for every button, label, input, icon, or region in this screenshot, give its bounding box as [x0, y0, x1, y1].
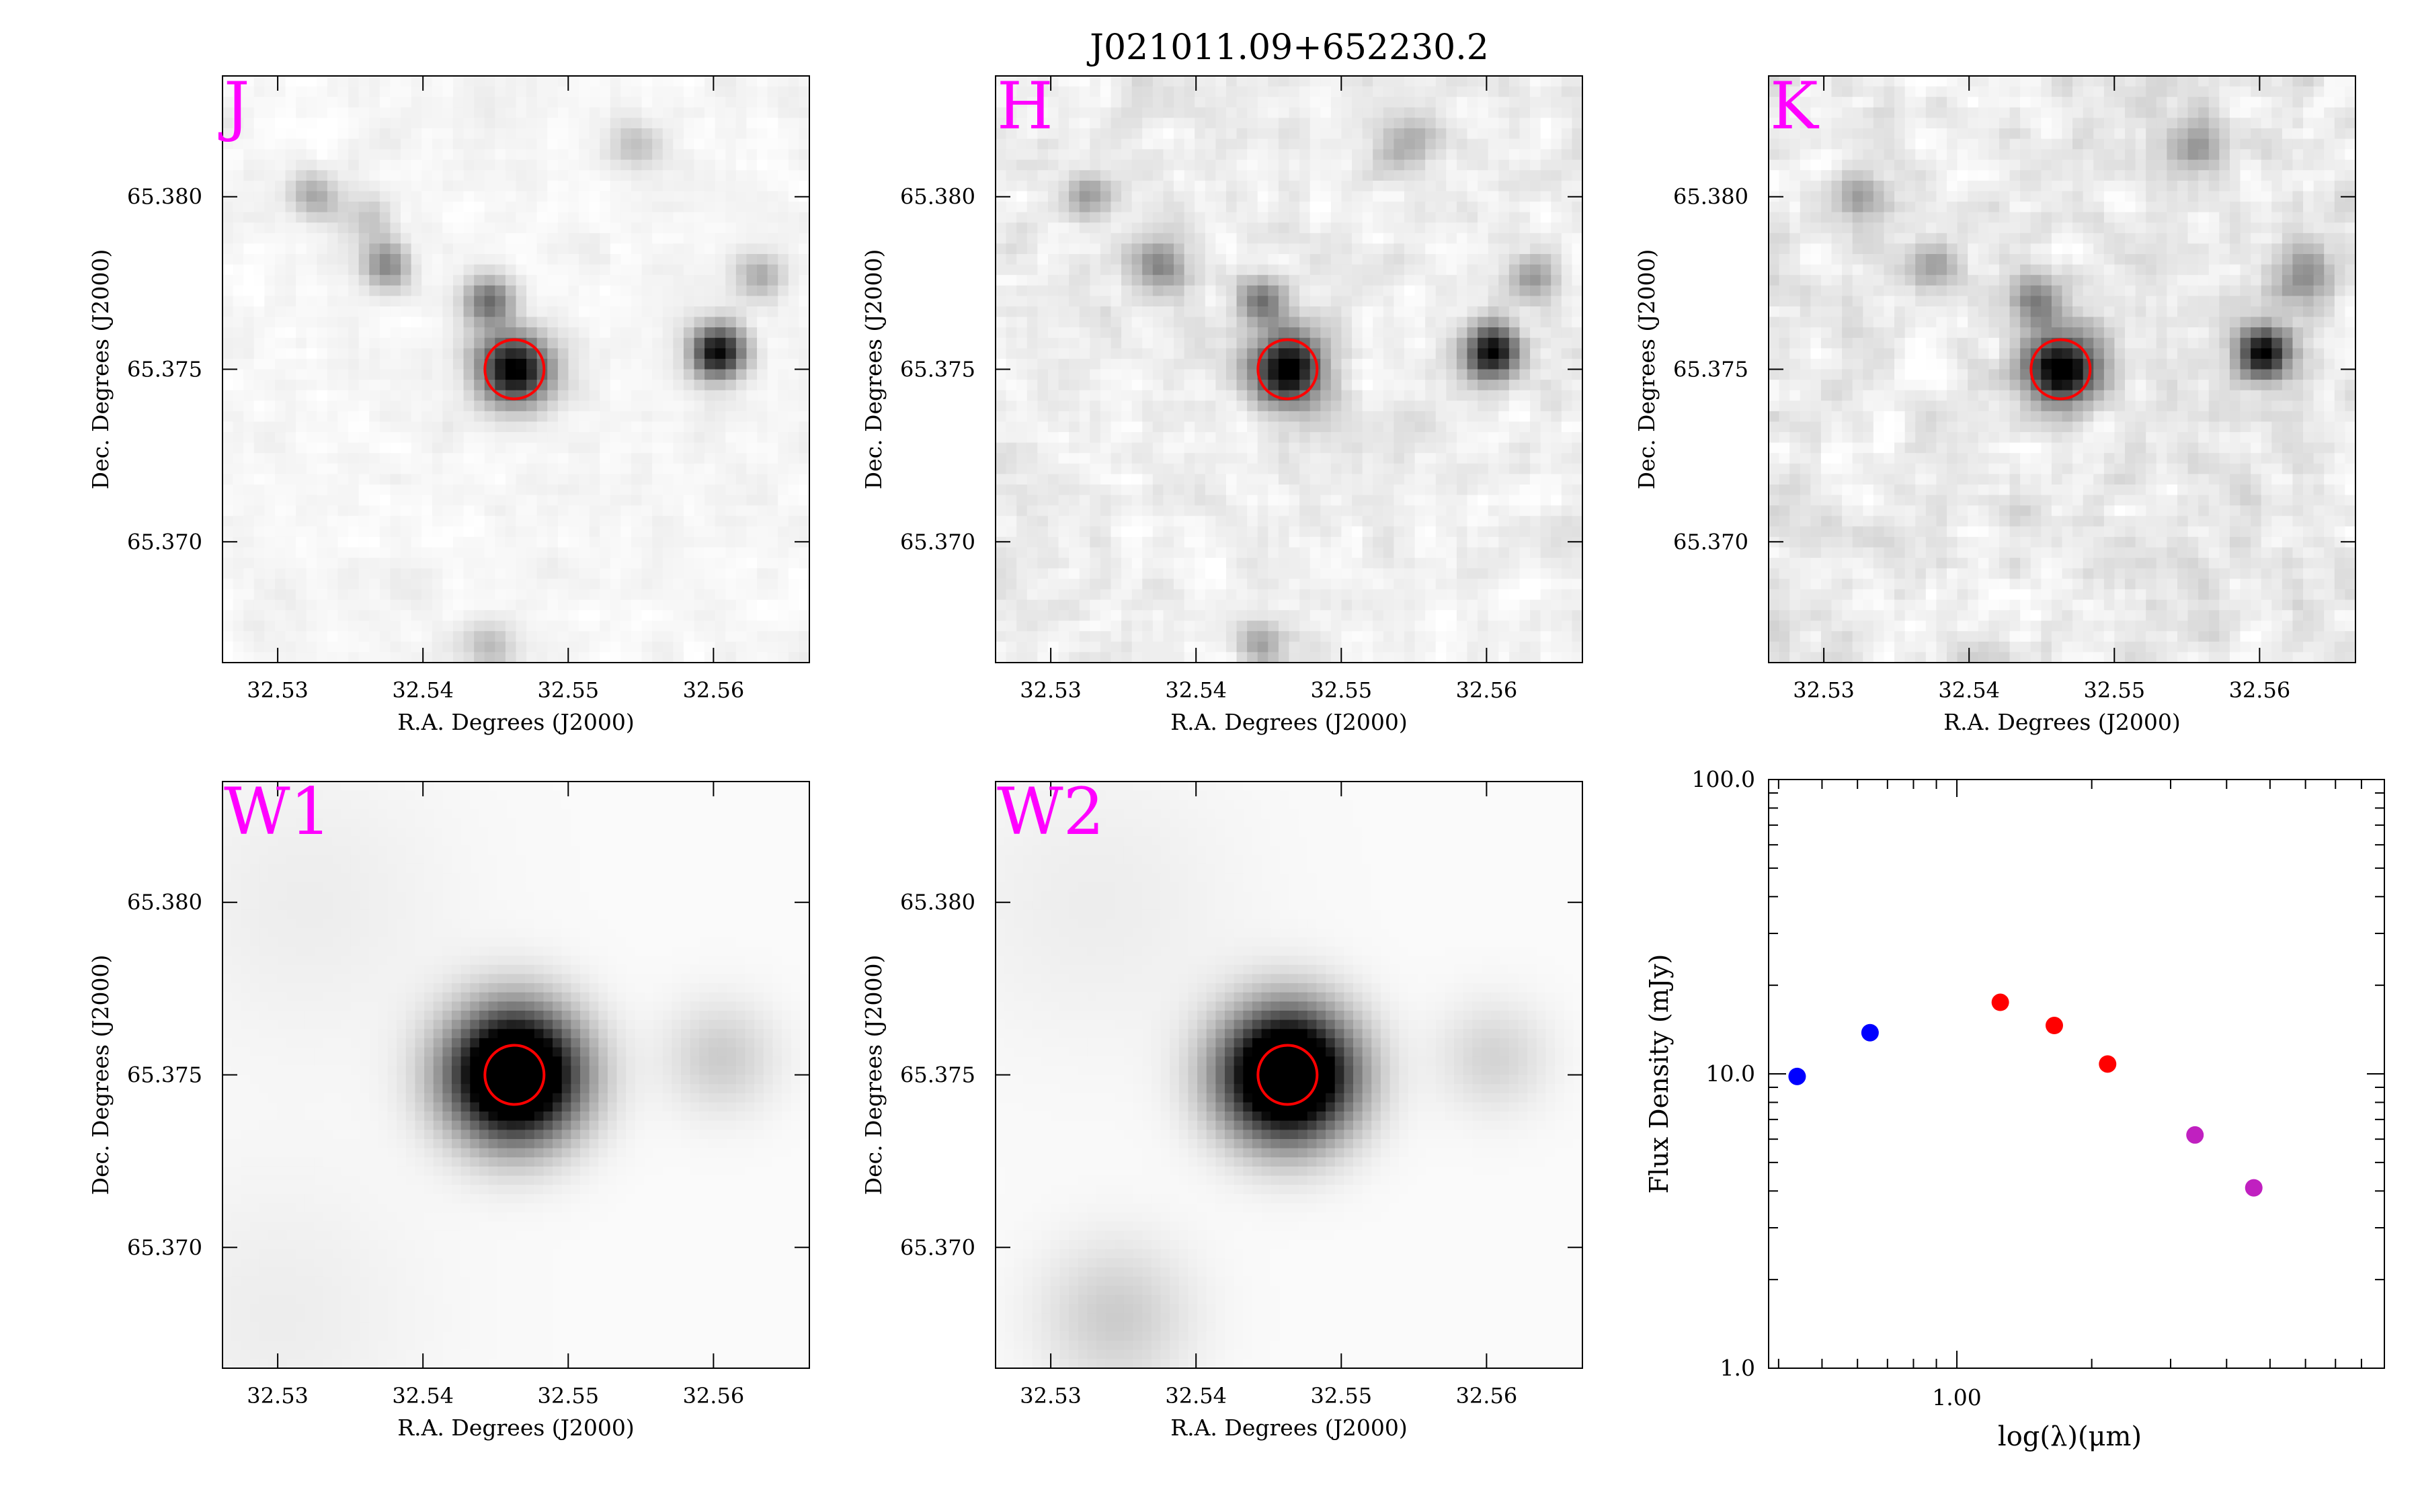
x-tick-label: 32.56: [1456, 677, 1518, 703]
data-point: [2186, 1126, 2204, 1144]
band-label: K: [1770, 69, 1820, 144]
x-tick-label: 32.55: [2083, 677, 2145, 703]
y-tick-label: 65.370: [900, 1234, 975, 1260]
band-label: W1: [224, 774, 331, 849]
y-tick-label: 65.380: [127, 184, 202, 210]
x-axis-label: R.A. Degrees (J2000): [397, 1415, 634, 1441]
sed-series-1: [1992, 994, 2117, 1073]
y-tick-label: 65.375: [900, 357, 975, 382]
y-tick-label: 65.375: [900, 1062, 975, 1088]
y-tick-label: 65.375: [127, 1062, 202, 1088]
y-tick-label: 65.370: [127, 529, 202, 554]
x-tick-label: 32.54: [1165, 677, 1227, 703]
x-tick-label: 32.55: [1310, 1383, 1372, 1409]
data-point: [2046, 1017, 2063, 1034]
data-point: [1992, 994, 2009, 1011]
y-axis-label: Dec. Degrees (J2000): [87, 249, 114, 490]
panel-j: 32.53 32.54 32.55 32.56 65.370 65.375 65.380 R.…: [87, 69, 810, 735]
y-tick-label: 65.380: [900, 890, 975, 915]
x-tick-label: 32.56: [1456, 1383, 1518, 1409]
band-label: H: [997, 69, 1053, 144]
y-axis-label: Dec. Degrees (J2000): [87, 955, 114, 1195]
panel-w1: 32.53 32.54 32.55 32.56 65.370 65.375 65.380 R.…: [87, 774, 810, 1441]
x-tick-label: 32.55: [537, 1383, 599, 1409]
panel-h: 32.53 32.54 32.55 32.56 65.370 65.375 65.380 R.…: [860, 69, 1583, 735]
x-tick-label: 32.53: [247, 677, 309, 703]
x-tick-label: 32.53: [247, 1383, 309, 1409]
data-point: [2245, 1179, 2263, 1197]
y-axis-label: Dec. Degrees (J2000): [860, 955, 887, 1195]
y-tick-label: 1.0: [1720, 1355, 1755, 1381]
sed-chart: 1.0 10.0 100.0 1.00 log(λ)(μm) Flux Density (…: [1644, 766, 2384, 1452]
y-tick-label: 65.380: [1673, 184, 1748, 210]
x-tick-label: 32.54: [1165, 1383, 1227, 1409]
x-tick-label: 32.55: [1310, 677, 1372, 703]
x-axis-label: R.A. Degrees (J2000): [1943, 709, 2180, 735]
y-tick-label: 65.380: [127, 890, 202, 915]
panel-w2: 32.53 32.54 32.55 32.56 65.370 65.375 65.380 R.…: [860, 774, 1583, 1441]
data-point: [2099, 1055, 2116, 1073]
panel-k: 32.53 32.54 32.55 32.56 65.370 65.375 65.380 R.…: [1634, 69, 2356, 735]
x-axis-label: R.A. Degrees (J2000): [1170, 1415, 1407, 1441]
y-tick-label: 65.370: [1673, 529, 1748, 554]
y-tick-label: 65.375: [1673, 357, 1748, 382]
y-tick-label: 65.375: [127, 357, 202, 382]
figure-title: J021011.09+652230.2: [1086, 28, 1489, 68]
sed-x-axis-label: log(λ)(μm): [1998, 1421, 2142, 1452]
image-pixels: [223, 782, 810, 1369]
x-tick-label: 32.56: [683, 1383, 745, 1409]
x-tick-label: 32.56: [683, 677, 745, 703]
sed-frame: [1769, 780, 2384, 1368]
x-tick-label: 32.54: [1938, 677, 2000, 703]
y-tick-label: 65.370: [900, 529, 975, 554]
y-axis-label: Dec. Degrees (J2000): [860, 249, 887, 490]
image-pixels: [223, 76, 810, 663]
y-tick-label: 65.370: [127, 1234, 202, 1260]
y-tick-label: 100.0: [1692, 766, 1755, 792]
y-tick-label: 10.0: [1706, 1060, 1755, 1087]
image-pixels: [996, 782, 1583, 1369]
y-tick-label: 65.380: [900, 184, 975, 210]
x-axis-label: R.A. Degrees (J2000): [1170, 709, 1407, 735]
data-point: [1861, 1024, 1879, 1042]
data-point: [1788, 1068, 1806, 1085]
x-tick-label: 1.00: [1932, 1384, 1981, 1411]
x-tick-label: 32.54: [392, 677, 454, 703]
figure: J021011.09+652230.2 32.53 32.54 32.55 32.56…: [0, 0, 2420, 1512]
image-pixels: [1769, 76, 2356, 663]
sed-series-0: [1788, 1024, 1878, 1085]
image-pixels: [996, 76, 1583, 663]
x-tick-label: 32.56: [2229, 677, 2291, 703]
x-tick-label: 32.53: [1020, 677, 1082, 703]
band-label: W2: [997, 774, 1104, 849]
x-tick-label: 32.53: [1793, 677, 1855, 703]
y-axis-label: Dec. Degrees (J2000): [1634, 249, 1660, 490]
image-panels: 32.53 32.54 32.55 32.56 65.370 65.375 65.380 R.…: [87, 69, 2356, 1441]
x-tick-label: 32.55: [537, 677, 599, 703]
x-axis-label: R.A. Degrees (J2000): [397, 709, 634, 735]
sed-series-2: [2186, 1126, 2262, 1197]
x-tick-label: 32.54: [392, 1383, 454, 1409]
x-tick-label: 32.53: [1020, 1383, 1082, 1409]
sed-y-axis-label: Flux Density (mJy): [1644, 954, 1674, 1194]
